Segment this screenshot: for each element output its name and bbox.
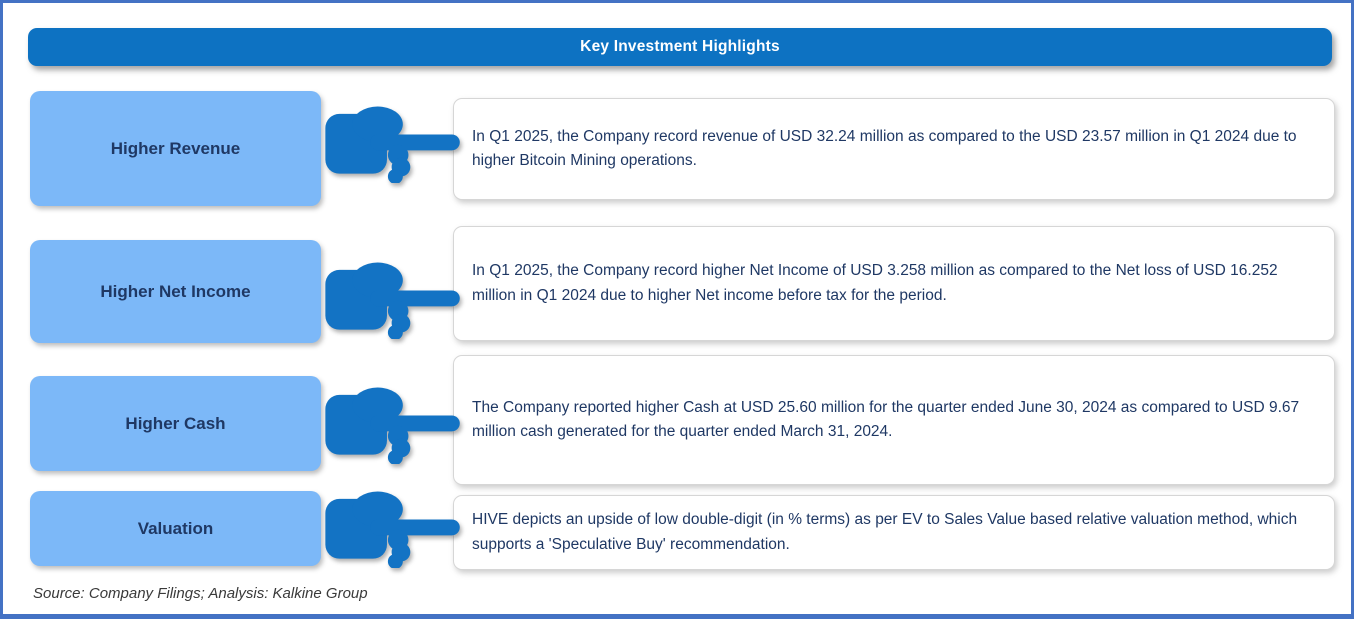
hand-pointing-right-icon xyxy=(325,106,460,183)
highlight-label-box: Higher Cash xyxy=(30,376,321,471)
source-note: Source: Company Filings; Analysis: Kalki… xyxy=(33,585,368,602)
panel-title: Key Investment Highlights xyxy=(580,38,780,55)
highlight-description-box: In Q1 2025, the Company record higher Ne… xyxy=(453,226,1335,341)
highlight-label: Valuation xyxy=(137,518,214,538)
highlight-label: Higher Revenue xyxy=(110,138,241,158)
hand-pointing-right-icon xyxy=(325,387,460,464)
highlight-label-box: Valuation xyxy=(30,491,321,566)
highlight-label-box: Higher Net Income xyxy=(30,240,321,343)
highlight-description-box: The Company reported higher Cash at USD … xyxy=(453,355,1335,485)
hand-pointing-right-icon xyxy=(325,262,460,339)
highlight-description: HIVE depicts an upside of low double-dig… xyxy=(472,511,1298,553)
hand-pointing-right-icon xyxy=(325,491,460,568)
highlight-label: Higher Cash xyxy=(125,413,226,433)
highlight-label: Higher Net Income xyxy=(100,281,251,301)
highlight-label-box: Higher Revenue xyxy=(30,91,321,206)
highlight-description-box: HIVE depicts an upside of low double-dig… xyxy=(453,495,1335,570)
highlight-description: In Q1 2025, the Company record revenue o… xyxy=(472,127,1297,169)
panel-title-bar: Key Investment Highlights xyxy=(28,28,1332,66)
highlight-description: The Company reported higher Cash at USD … xyxy=(472,398,1300,440)
highlight-description-box: In Q1 2025, the Company record revenue o… xyxy=(453,98,1335,200)
highlight-description: In Q1 2025, the Company record higher Ne… xyxy=(472,262,1278,304)
